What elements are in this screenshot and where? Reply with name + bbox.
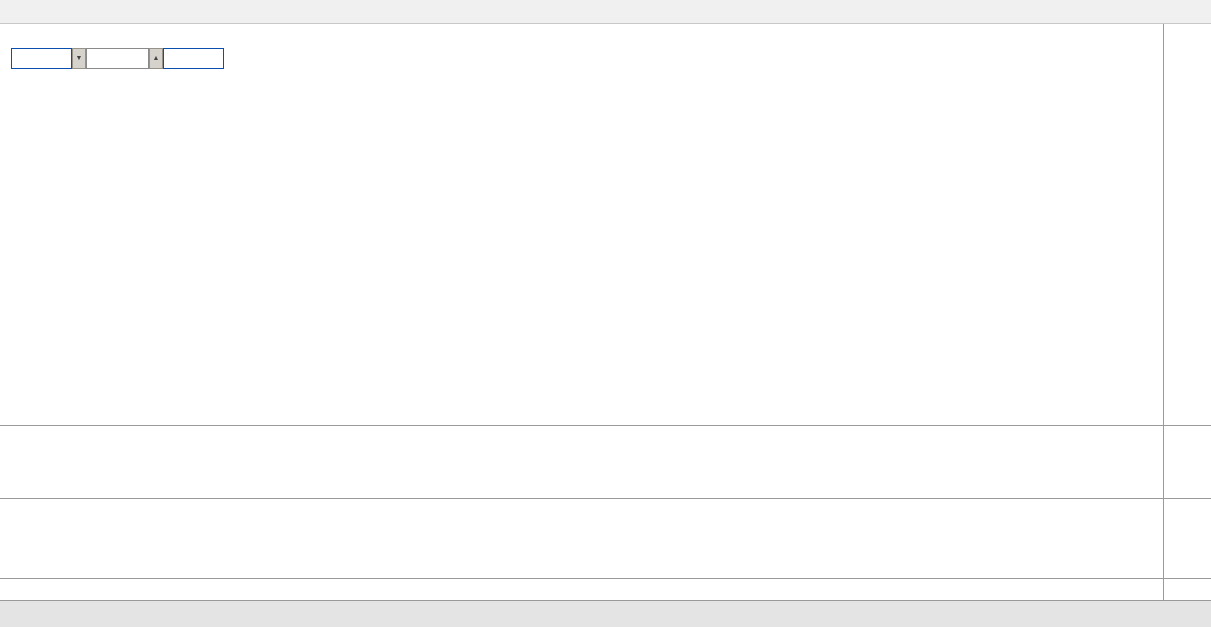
macd-indicator-canvas[interactable]: [0, 426, 1163, 498]
sell-price-display[interactable]: [11, 72, 116, 108]
timeframe-toolbar: [0, 0, 1211, 24]
sell-button[interactable]: [11, 48, 72, 69]
volume-increase-button[interactable]: ▲: [149, 48, 163, 69]
price-axis[interactable]: [1164, 24, 1211, 425]
price-axis-separator: [1163, 24, 1164, 600]
chart-window[interactable]: ▼ ▲: [0, 24, 1211, 600]
volume-decrease-button[interactable]: ▼: [72, 48, 86, 69]
buy-button[interactable]: [163, 48, 224, 69]
current-price-badge: [1164, 24, 1211, 27]
rsi-axis[interactable]: [1164, 499, 1211, 578]
date-axis[interactable]: [0, 579, 1163, 600]
macd-axis[interactable]: [1164, 426, 1211, 498]
volume-input[interactable]: [86, 48, 149, 69]
chevron-down-icon: ▼: [75, 55, 83, 62]
chart-tabbar: [0, 600, 1211, 627]
panel-separator[interactable]: [0, 425, 1211, 426]
rsi-indicator-canvas[interactable]: [0, 499, 1163, 578]
panel-separator: [0, 578, 1211, 579]
one-click-trading-panel: ▼ ▲: [8, 45, 227, 111]
buy-price-display[interactable]: [119, 72, 224, 108]
chevron-up-icon: ▲: [152, 55, 160, 62]
panel-separator[interactable]: [0, 498, 1211, 499]
